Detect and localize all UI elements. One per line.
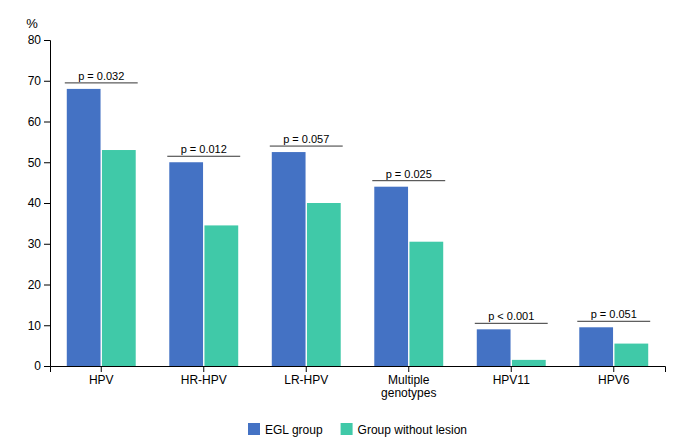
bar <box>477 329 511 366</box>
x-tick-label: HR-HPV <box>181 373 227 387</box>
y-tick-label: 80 <box>28 33 42 47</box>
annotation: p = 0.032 <box>78 70 124 82</box>
y-tick-mark <box>44 325 50 326</box>
bars <box>67 89 648 366</box>
annotations: p = 0.032 p = 0.012 p = 0.057 p = 0.025 p < … <box>65 70 650 323</box>
annotation: p = 0.025 <box>386 168 432 180</box>
x-axis: HPV HR-HPV LR-HPV Multiplegenotypes HPV11 HPV… <box>51 366 666 400</box>
legend: EGL group Group without lesion <box>248 423 467 437</box>
y-tick-mark <box>44 81 50 82</box>
y-tick-mark <box>44 366 50 367</box>
x-tick: HPV <box>89 366 114 387</box>
bar-series <box>102 150 648 366</box>
x-tick-mark <box>511 366 512 372</box>
legend-label: Group without lesion <box>358 423 467 437</box>
bar <box>614 344 648 366</box>
x-tick-mark <box>203 366 204 372</box>
annotation: p < 0.001 <box>488 310 534 322</box>
x-tick: HPV6 <box>598 366 630 387</box>
annotation-underline <box>270 146 343 147</box>
x-tick-label: HPV11 <box>493 373 530 387</box>
annotation-underline <box>372 180 445 181</box>
x-tick: HPV11 <box>493 366 530 387</box>
annotation: p = 0.051 <box>591 308 637 320</box>
x-tick-label: Multiplegenotypes <box>381 373 436 401</box>
x-tick-mark <box>101 366 102 372</box>
bar <box>307 203 341 366</box>
x-tick-label: HPV <box>89 373 114 387</box>
legend-swatch <box>341 423 353 435</box>
annotation-underline <box>65 82 138 83</box>
y-tick-label: 20 <box>28 278 42 292</box>
bar <box>374 187 408 366</box>
y-tick-label: 60 <box>28 115 42 129</box>
y-tick-mark <box>44 40 50 41</box>
y-tick-label: 30 <box>28 237 42 251</box>
x-tick-mark <box>613 366 614 372</box>
x-tick: Multiplegenotypes <box>381 366 436 400</box>
bar <box>272 152 306 366</box>
y-tick-label: 70 <box>28 74 42 88</box>
y-axis-label: % <box>26 16 38 31</box>
y-tick: 40 <box>28 196 50 210</box>
bar <box>169 162 203 366</box>
annotation-underline <box>577 321 650 322</box>
x-tick-mark <box>408 366 409 372</box>
y-tick-mark <box>44 285 50 286</box>
y-tick: 80 <box>28 33 50 47</box>
y-tick-label: 50 <box>28 156 42 170</box>
y-axis: 0 10 20 30 40 50 60 70 80 <box>28 33 51 373</box>
y-tick: 0 <box>34 359 50 373</box>
annotation: p = 0.057 <box>283 133 329 145</box>
legend-item: EGL group <box>248 423 323 437</box>
bar <box>579 327 613 366</box>
annotation: p = 0.012 <box>181 143 227 155</box>
y-axis-line <box>44 41 51 367</box>
x-tick: LR-HPV <box>284 366 328 387</box>
bar <box>409 242 443 366</box>
x-tick-label: LR-HPV <box>284 373 328 387</box>
bar <box>512 360 546 366</box>
y-tick-mark <box>44 122 50 123</box>
y-tick: 30 <box>28 237 50 251</box>
legend-label: EGL group <box>265 423 323 437</box>
annotation-underline <box>167 156 240 157</box>
y-tick-mark <box>44 203 50 204</box>
x-axis-line <box>51 367 666 373</box>
legend-swatch <box>248 423 260 435</box>
y-tick: 60 <box>28 115 50 129</box>
y-tick: 50 <box>28 156 50 170</box>
y-tick-mark <box>44 162 50 163</box>
annotation-underline <box>475 323 548 324</box>
bar <box>67 89 101 366</box>
y-tick-label: 40 <box>28 196 42 210</box>
x-tick-label: HPV6 <box>598 373 630 387</box>
y-tick: 10 <box>28 319 50 333</box>
y-tick-mark <box>44 244 50 245</box>
y-tick: 20 <box>28 278 50 292</box>
bar <box>102 150 136 366</box>
x-tick: HR-HPV <box>181 366 227 387</box>
y-tick: 70 <box>28 74 50 88</box>
bar <box>204 225 238 366</box>
chart: 0 10 20 30 40 50 60 70 80 HPV HR-HPV LR-HPV Multiple… <box>0 0 685 446</box>
x-tick-mark <box>306 366 307 372</box>
legend-item: Group without lesion <box>341 423 467 437</box>
bar-series <box>67 89 613 366</box>
y-tick-label: 0 <box>34 359 41 373</box>
y-tick-label: 10 <box>28 319 42 333</box>
